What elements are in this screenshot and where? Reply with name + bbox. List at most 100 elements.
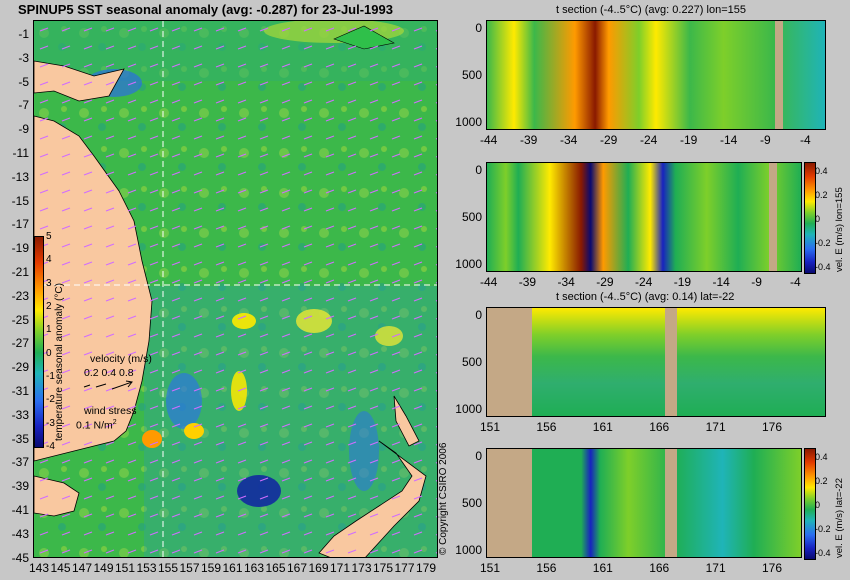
latitude-tick: -35 xyxy=(11,431,29,446)
section-x-tick: 176 xyxy=(762,420,783,434)
longitude-tick: 169 xyxy=(308,561,329,575)
longitude-tick: 145 xyxy=(50,561,71,575)
section-x-tick: 161 xyxy=(592,561,613,575)
longitude-tick: 175 xyxy=(373,561,394,575)
section-title: t section (-4..5°C) (avg: 0.227) lon=155 xyxy=(556,4,746,16)
velocity-colorbar-tick: -0.2 xyxy=(815,524,831,534)
section-x-tick: -14 xyxy=(712,275,730,289)
section-x-tick: 171 xyxy=(705,561,726,575)
section-x-tick: 156 xyxy=(536,420,557,434)
section-x-tick: -9 xyxy=(760,133,771,147)
colorbar-tick: -3 xyxy=(46,417,55,429)
section-x-tick: 171 xyxy=(705,420,726,434)
velocity-colorbar-tick: 0.2 xyxy=(815,190,828,200)
section-x-tick: 166 xyxy=(649,420,670,434)
colorbar-tick: -1 xyxy=(46,371,55,382)
latitude-tick: -25 xyxy=(11,312,29,327)
velocity-colorbar-tick: 0 xyxy=(815,214,821,224)
section-x-tick: -24 xyxy=(640,133,658,147)
section-land-mask xyxy=(775,21,783,129)
latitude-tick: -5 xyxy=(18,74,29,89)
longitude-axis: 143 145 147 149 151 153 155 157 159 161 163 165 167 1… xyxy=(29,561,438,576)
velocity-colorbar-label: vel. E (m/s) lat=-22 xyxy=(834,478,845,558)
section-x-tick: -19 xyxy=(673,275,692,289)
sst-anomaly-map[interactable]: 5 4 3 2 1 0 -1 -2 -3 -4 temperature seasonal anom… xyxy=(33,20,438,558)
colorbar-tick: 1 xyxy=(46,324,52,336)
section-x-tick: -34 xyxy=(557,275,575,289)
velocity-arrows-icon xyxy=(83,380,133,390)
latitude-tick: -29 xyxy=(11,360,29,375)
longitude-tick: 151 xyxy=(115,561,136,575)
depth-tick: 1000 xyxy=(455,115,482,129)
colorbar-tick: 2 xyxy=(46,301,52,312)
section-x-tick: -39 xyxy=(518,275,537,289)
section-land-mask xyxy=(665,449,677,557)
longitude-tick: 167 xyxy=(287,561,308,575)
section-x-tick: -24 xyxy=(635,275,653,289)
colorbar-tick: -4 xyxy=(46,441,55,452)
longitude-tick: 177 xyxy=(394,561,415,575)
section-x-tick: -29 xyxy=(596,275,614,289)
latitude-tick: -43 xyxy=(11,526,29,541)
velocity-section-plot[interactable] xyxy=(486,448,802,558)
depth-tick: 0 xyxy=(475,449,482,463)
latitude-axis: -1 -3 -5 -7 -9 -11 -13 -15 -17 -19 -21 -23 -25 -27 -29… xyxy=(0,20,31,564)
velocity-colorbar-tick: -0.4 xyxy=(815,548,831,558)
latitude-tick: -9 xyxy=(18,122,29,137)
velocity-colorbar-tick: -0.2 xyxy=(815,238,831,248)
map-colorbar xyxy=(34,236,44,448)
latitude-tick: -13 xyxy=(11,169,29,184)
section-title: t section (-4..5°C) (avg: 0.14) lat=-22 xyxy=(556,291,735,303)
velocity-colorbar-tick: 0 xyxy=(815,500,821,510)
longitude-tick: 171 xyxy=(330,561,351,575)
temperature-section-plot[interactable] xyxy=(486,20,826,130)
section-x-tick: -4 xyxy=(800,133,811,147)
wind-stress-label: wind stress xyxy=(84,405,137,417)
section-land-mask xyxy=(769,163,777,271)
colorbar-tick: 5 xyxy=(46,231,52,242)
section-x-tick: -44 xyxy=(480,133,498,147)
map-colorbar-ticks: 5 4 3 2 1 0 -1 -2 -3 -4 xyxy=(46,231,62,452)
section-x-tick: -44 xyxy=(480,275,498,289)
velocity-legend-values: 0.2 0.4 0.8 xyxy=(84,367,134,379)
temperature-section-plot[interactable] xyxy=(486,307,826,417)
section-x-tick: -14 xyxy=(720,133,738,147)
longitude-tick: 147 xyxy=(72,561,93,575)
longitude-tick: 153 xyxy=(136,561,157,575)
colorbar-tick: 0 xyxy=(46,347,52,359)
section-x-tick: 176 xyxy=(762,561,783,575)
depth-tick: 1000 xyxy=(455,402,482,416)
depth-tick: 500 xyxy=(461,496,482,510)
depth-tick: 0 xyxy=(475,308,482,322)
map-title: SPINUP5 SST seasonal anomaly (avg: -0.28… xyxy=(18,2,393,17)
velocity-colorbar-tick: 0.4 xyxy=(815,452,828,462)
latitude-tick: -45 xyxy=(11,550,29,565)
section-x-tick: 156 xyxy=(536,561,557,575)
longitude-tick: 173 xyxy=(351,561,372,575)
section-x-tick: 161 xyxy=(592,420,613,434)
latitude-tick: -3 xyxy=(18,50,29,65)
velocity-colorbar-label: vel. E (m/s) lon=155 xyxy=(834,187,845,272)
velocity-section-plot[interactable] xyxy=(486,162,802,272)
velocity-colorbar-tick: 0.2 xyxy=(815,476,828,486)
depth-tick: 1000 xyxy=(455,257,482,271)
latitude-tick: -37 xyxy=(11,455,29,470)
velocity-colorbar-tick: -0.4 xyxy=(815,262,831,272)
longitude-tick: 157 xyxy=(179,561,200,575)
longitude-tick: 159 xyxy=(201,561,222,575)
section-land-mask xyxy=(487,449,532,557)
latitude-tick: -41 xyxy=(11,503,29,517)
wind-stress-value: 0.1 N/m2 xyxy=(76,419,117,432)
depth-tick: 500 xyxy=(461,68,482,82)
longitude-tick: 165 xyxy=(265,561,286,575)
section-land-mask xyxy=(665,308,677,416)
latitude-tick: -19 xyxy=(11,241,29,256)
section-x-tick: 166 xyxy=(649,561,670,575)
latitude-tick: -27 xyxy=(11,336,29,351)
depth-tick: 0 xyxy=(475,163,482,177)
velocity-colorbar-tick: 0.4 xyxy=(815,166,828,176)
velocity-colorbar xyxy=(804,162,816,274)
latitude-tick: -33 xyxy=(11,407,29,422)
section-x-tick: -29 xyxy=(600,133,618,147)
section-land-mask xyxy=(487,308,532,416)
